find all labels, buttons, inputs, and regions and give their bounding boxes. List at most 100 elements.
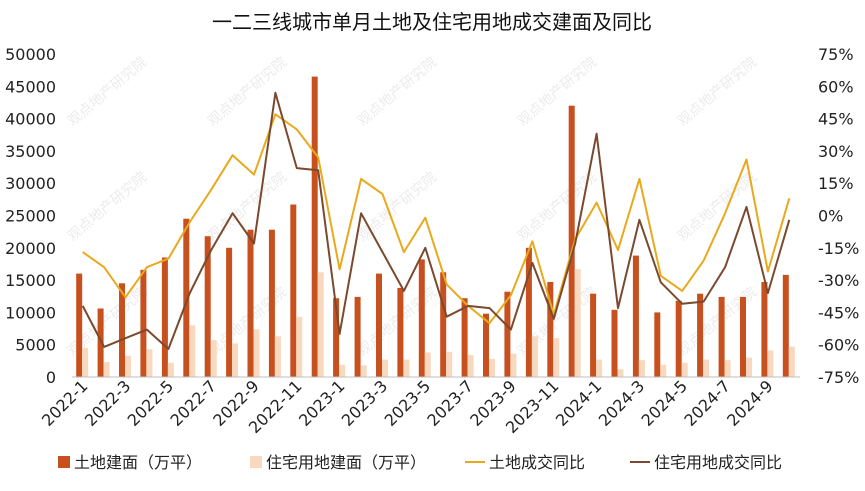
right-axis-tick-label: 15% <box>818 174 854 193</box>
bar-residential-area <box>82 347 89 377</box>
bar-land-area <box>376 273 382 377</box>
left-axis-tick-label: 20000 <box>5 239 56 258</box>
right-axis-tick-label: 0% <box>818 207 843 226</box>
bar-land-area <box>525 247 532 377</box>
right-y-axis: -75% -60% -45% -30% -15% 0% 15% 30% 45% 60% 75% <box>818 45 859 387</box>
right-axis-tick-label: -45% <box>818 303 859 322</box>
left-axis-tick-label: 25000 <box>5 207 56 226</box>
bar-land-area <box>397 287 404 377</box>
bar-land-area <box>461 298 468 377</box>
x-axis-tick-label: 2023-3 <box>338 376 392 430</box>
legend-label: 土地建面（万平） <box>74 453 202 472</box>
bar-land-area <box>354 296 361 377</box>
left-axis-tick-label: 50000 <box>5 45 56 64</box>
x-axis-tick-label: 2023-5 <box>381 376 435 430</box>
bar-land-area <box>483 313 489 377</box>
bar-residential-area <box>660 364 667 377</box>
bar-land-area <box>547 282 554 377</box>
left-axis-tick-label: 45000 <box>5 77 56 96</box>
left-axis-tick-label: 15000 <box>5 271 56 290</box>
watermark-text: 观点地产研究院 <box>65 169 150 244</box>
watermark-text: 观点地产研究院 <box>675 54 760 129</box>
bar-land-area <box>718 296 725 377</box>
bar-land-area <box>654 312 661 377</box>
bar-residential-area <box>617 369 624 377</box>
bar-land-area <box>632 255 639 377</box>
bar-land-area <box>204 236 211 377</box>
chart-legend: 土地建面（万平） 住宅用地建面（万平） 土地成交同比 住宅用地成交同比 <box>58 453 782 472</box>
bar-residential-area <box>724 360 731 377</box>
x-axis-tick-label: 2022-5 <box>124 376 178 430</box>
bar-land-area <box>697 293 704 377</box>
bar-residential-area <box>638 360 645 377</box>
bar-residential-area <box>317 272 324 377</box>
bar-residential-area <box>360 365 367 377</box>
bar-residential-area <box>125 355 131 377</box>
right-axis-tick-label: 45% <box>818 110 854 129</box>
line-land-yoy <box>82 113 791 325</box>
bar-residential-area <box>274 336 281 377</box>
x-axis-tick-label: 2024-3 <box>595 376 649 430</box>
bar-residential-area <box>531 336 538 377</box>
x-axis: 2022-12022-32022-52022-72022-92022-11202… <box>38 376 800 437</box>
legend-swatch <box>58 456 70 468</box>
x-axis-tick-label: 2022-3 <box>81 376 135 430</box>
bar-land-area <box>183 218 190 377</box>
chart-title: 一二三线城市单月土地及住宅用地成交建面及同比 <box>212 10 652 34</box>
legend-label: 土地成交同比 <box>489 453 585 472</box>
bar-land-area <box>268 229 275 377</box>
bar-land-area <box>418 259 425 377</box>
bar-residential-area <box>424 352 431 377</box>
left-axis-tick-label: 5000 <box>15 336 56 355</box>
bar-land-area <box>311 76 318 377</box>
watermark-text: 观点地产研究院 <box>355 54 440 129</box>
bar-land-area <box>504 291 511 377</box>
bar-residential-area <box>681 362 688 377</box>
x-axis-tick-label: 2024-9 <box>723 376 777 430</box>
bar-residential-area <box>703 359 710 377</box>
bar-residential-area <box>232 343 239 377</box>
bar-land-area <box>611 309 618 377</box>
legend-label: 住宅用地成交同比 <box>654 453 782 472</box>
bar-residential-area <box>446 351 453 377</box>
watermark-text: 观点地产研究院 <box>205 54 290 129</box>
bar-residential-area <box>467 355 474 377</box>
right-axis-tick-label: 60% <box>818 77 854 96</box>
bar-residential-area <box>189 325 196 377</box>
line-layer <box>81 91 791 350</box>
bar-residential-area <box>382 359 388 377</box>
bar-residential-area <box>403 359 410 377</box>
bar-residential-area <box>510 353 517 377</box>
bar-residential-area <box>253 329 260 377</box>
bar-land-area <box>76 273 83 377</box>
bar-residential-area <box>553 338 560 377</box>
watermark-text: 观点地产研究院 <box>515 54 600 129</box>
bar-residential-area <box>746 357 752 377</box>
left-y-axis: 0 5000 10000 15000 20000 25000 30000 35000 40000… <box>5 45 56 387</box>
bar-land-area <box>740 296 746 377</box>
watermark-text: 观点地产研究院 <box>65 54 150 129</box>
legend-label: 住宅用地建面（万平） <box>266 453 426 472</box>
right-axis-tick-label: -75% <box>818 368 859 387</box>
bar-residential-area <box>788 346 795 377</box>
left-axis-tick-label: 40000 <box>5 110 56 129</box>
legend-swatch <box>250 456 262 468</box>
bar-land-area <box>119 283 125 377</box>
left-axis-tick-label: 30000 <box>5 174 56 193</box>
bar-residential-area <box>103 362 110 377</box>
bar-land-area <box>675 300 682 377</box>
bar-layer <box>76 76 795 377</box>
line-residential-yoy <box>81 91 791 350</box>
bar-residential-area <box>339 364 346 377</box>
bar-residential-area <box>167 362 174 377</box>
bar-land-area <box>568 105 575 377</box>
x-axis-tick-label: 2022-7 <box>166 376 220 430</box>
bar-land-area <box>333 298 340 377</box>
bar-land-area <box>97 308 104 377</box>
bar-residential-area <box>210 340 217 377</box>
right-axis-tick-label: -60% <box>818 336 859 355</box>
x-axis-tick-label: 2024-7 <box>680 376 734 430</box>
bar-land-area <box>226 247 233 377</box>
right-axis-tick-label: -15% <box>818 239 859 258</box>
